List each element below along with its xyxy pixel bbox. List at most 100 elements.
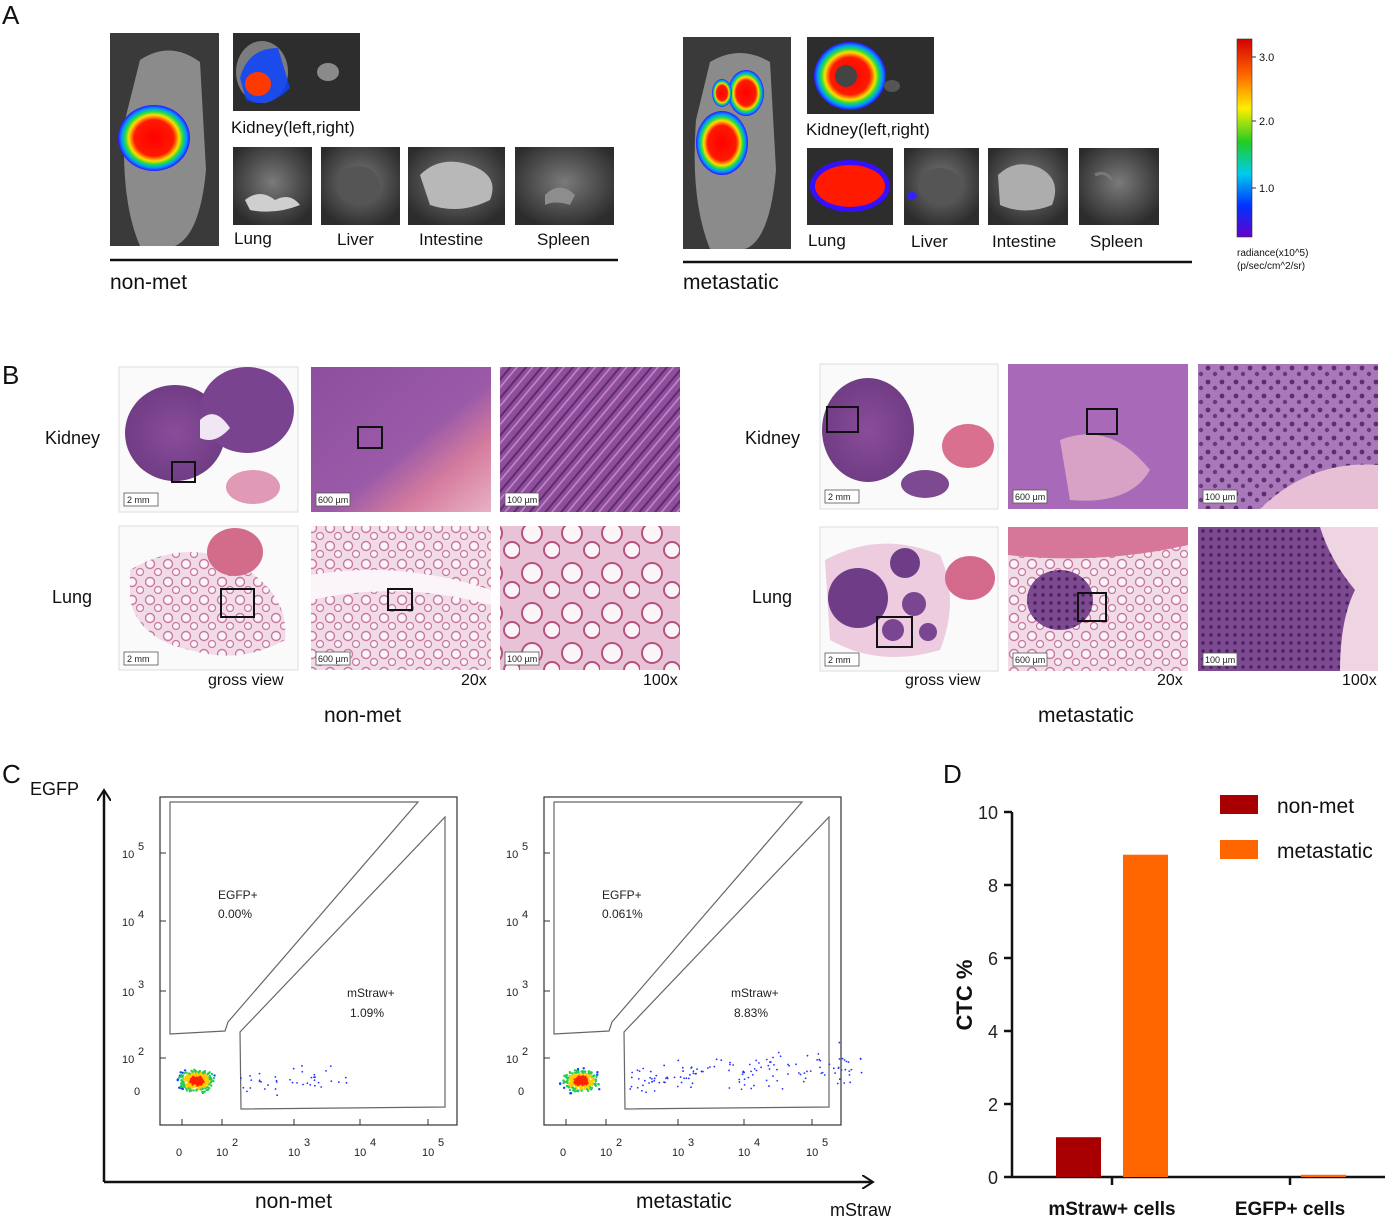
- facs-event: [838, 1041, 841, 1044]
- facs-event: [581, 1080, 584, 1083]
- panel-c-letter: C: [2, 759, 21, 789]
- facs-event: [837, 1067, 840, 1069]
- facs-event: [729, 1063, 731, 1066]
- facs-event: [767, 1064, 770, 1067]
- facs-event: [183, 1069, 187, 1072]
- facs-event: [587, 1086, 590, 1090]
- facs-event: [753, 1084, 755, 1087]
- facs-event: [191, 1076, 195, 1079]
- facs-event: [558, 1082, 562, 1086]
- facs-event: [838, 1078, 841, 1080]
- facs-event: [240, 1077, 242, 1080]
- facs-event: [329, 1065, 332, 1067]
- facs-event: [590, 1086, 594, 1090]
- facs-event: [185, 1087, 188, 1090]
- facs-event: [313, 1076, 315, 1079]
- facs-event: [679, 1076, 682, 1078]
- nonmet-organ-images: [233, 147, 614, 225]
- facs-event: [182, 1084, 185, 1088]
- nonmet-organ-label-1: Lung: [234, 229, 272, 248]
- met-kidney-gross: 2 mm: [819, 363, 999, 510]
- facs-event: [584, 1073, 588, 1077]
- facs-event: [816, 1059, 819, 1061]
- facs-event: [576, 1089, 580, 1092]
- facs-event: [649, 1070, 652, 1073]
- facs-event: [651, 1080, 654, 1083]
- facs-event: [690, 1086, 692, 1089]
- facs-event: [689, 1074, 691, 1076]
- facs-event: [179, 1071, 182, 1074]
- met-organ-label-1: Lung: [808, 231, 846, 250]
- facs-event: [201, 1090, 204, 1094]
- panel-c-x-axis-title: mStraw: [830, 1200, 892, 1218]
- met-kidney-100x-scale: 100 µm: [1205, 492, 1235, 502]
- colorbar-tick-3: 3.0: [1259, 52, 1274, 64]
- facs-event: [590, 1082, 593, 1085]
- nonmet-lung-gross-scale: 2 mm: [127, 654, 150, 664]
- facs-event: [204, 1087, 207, 1090]
- radiance-colorbar: [1236, 38, 1253, 238]
- facs-event: [191, 1072, 195, 1076]
- colorbar-tick-2: 2.0: [1259, 116, 1274, 128]
- facs-event: [195, 1089, 198, 1092]
- facs-event: [728, 1087, 731, 1089]
- panel-a-nonmet-label: non-met: [110, 271, 187, 294]
- facs-event: [566, 1085, 570, 1088]
- facs-xtick-exponent: 3: [688, 1137, 694, 1149]
- facs-xtick-label: 10: [422, 1147, 434, 1159]
- facs-event: [592, 1078, 595, 1082]
- nonmet-organ-label-2: Liver: [337, 230, 374, 249]
- facs-event: [585, 1081, 588, 1084]
- colorbar-unit-line1: radiance(x10^5): [1237, 248, 1308, 259]
- facs-xtick-label: 0: [560, 1147, 566, 1159]
- facs-event: [263, 1088, 266, 1090]
- facs-event: [209, 1076, 212, 1080]
- facs-event: [809, 1070, 812, 1072]
- facs-event: [580, 1089, 583, 1092]
- facs-event: [579, 1073, 582, 1076]
- facs-event: [653, 1090, 656, 1092]
- facs-event: [583, 1085, 586, 1088]
- facs-event: [772, 1056, 774, 1059]
- facs-event: [192, 1089, 195, 1092]
- facs-plot-nonmet: 10 5 10 4 10 3 10 2 0 0 10 2 10 3 10 4 10 5 EGFP+ 0.00% mStr…: [122, 796, 458, 1159]
- met-lung-gross-scale: 2 mm: [828, 655, 851, 665]
- facs-ytick-label: 10: [506, 987, 518, 999]
- facs-xtick-label: 10: [738, 1147, 750, 1159]
- facs-ytick-label: 10: [122, 849, 134, 861]
- facs-event: [850, 1068, 853, 1071]
- facs-event: [832, 1067, 835, 1070]
- facs-event: [638, 1070, 641, 1073]
- facs-event: [309, 1083, 312, 1086]
- facs-event: [787, 1073, 789, 1075]
- facs-event: [206, 1081, 209, 1084]
- facs-event: [708, 1066, 711, 1068]
- facs-event: [844, 1068, 847, 1071]
- facs-event: [596, 1071, 599, 1074]
- nonmet-row-lung-label: Lung: [52, 587, 92, 607]
- met-kidney-100x: 100 µm: [1198, 364, 1378, 509]
- facs-event: [574, 1073, 578, 1077]
- nonmet-organ-label-4: Spleen: [537, 230, 590, 249]
- facs-event: [181, 1087, 185, 1091]
- facs-event: [202, 1070, 206, 1074]
- facs-ytick-label: 10: [506, 849, 518, 861]
- egfp-gate-value: 0.00%: [218, 907, 252, 921]
- x-category-label: mStraw+ cells: [1048, 1199, 1175, 1218]
- facs-event: [860, 1071, 863, 1074]
- facs-event: [692, 1070, 695, 1073]
- y-axis-title: CTC %: [952, 960, 977, 1031]
- facs-event: [578, 1077, 582, 1080]
- facs-event: [690, 1067, 693, 1069]
- facs-event: [750, 1087, 753, 1090]
- facs-event: [817, 1053, 820, 1055]
- facs-event: [843, 1082, 846, 1084]
- facs-event: [344, 1076, 347, 1079]
- facs-event: [741, 1073, 744, 1076]
- met-lung-100x: 100 µm: [1198, 527, 1378, 671]
- facs-event: [562, 1081, 565, 1085]
- facs-event: [583, 1087, 586, 1091]
- facs-ytick-label: 10: [122, 987, 134, 999]
- facs-event: [664, 1081, 666, 1084]
